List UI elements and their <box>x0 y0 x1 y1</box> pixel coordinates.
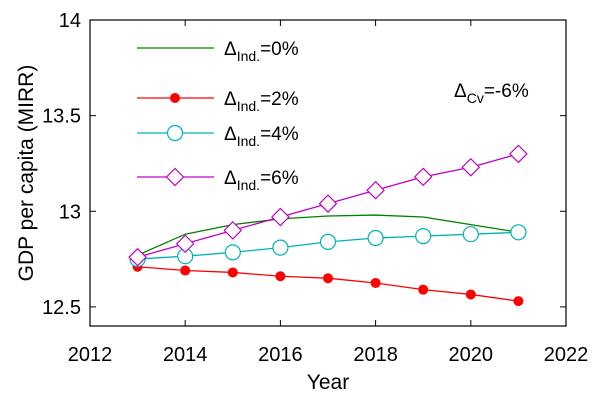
data-point <box>413 167 433 187</box>
data-point <box>418 284 429 295</box>
annotation-base: Δ <box>454 81 467 102</box>
data-point <box>318 194 338 213</box>
x-tick-labels: 2012 2014 2016 2018 2020 2022 <box>68 344 589 366</box>
data-point <box>224 244 241 261</box>
x-tick-label: 2014 <box>163 344 208 366</box>
data-point <box>513 296 524 307</box>
x-axis-title: Year <box>307 371 349 394</box>
data-point <box>170 93 180 103</box>
x-tick-label: 2018 <box>353 344 398 366</box>
data-point <box>128 247 147 267</box>
plot-frame <box>89 19 567 327</box>
data-point <box>510 224 527 241</box>
legend-entry: ΔInd.=0% <box>137 39 299 64</box>
legend-entry: ΔInd.=6% <box>137 167 299 193</box>
y-tick-label: 13 <box>59 201 81 223</box>
series-line <box>137 214 519 256</box>
data-point <box>323 273 333 284</box>
x-tick-label: 2016 <box>258 344 303 366</box>
data-point <box>166 124 184 142</box>
y-tick-label: 12.5 <box>42 297 81 319</box>
data-point <box>319 233 337 250</box>
data-point <box>272 239 289 256</box>
data-point <box>227 267 238 278</box>
data-point <box>175 234 195 254</box>
data-point <box>275 271 286 282</box>
data-point <box>180 265 191 276</box>
data-point <box>165 167 185 187</box>
series-1 <box>132 261 524 307</box>
annotation-rest: =-6% <box>484 81 529 102</box>
series-2 <box>129 224 527 268</box>
data-point <box>367 229 384 247</box>
legend-label: ΔInd.=4% <box>224 124 299 149</box>
y-tick-labels: 12.5 13 13.5 14 <box>42 10 81 319</box>
series-0 <box>137 214 519 256</box>
data-point <box>461 157 481 177</box>
data-point <box>462 226 479 243</box>
legend-entry: ΔInd.=2% <box>137 89 299 114</box>
series-layer <box>128 144 528 307</box>
x-tick-label: 2020 <box>449 344 494 366</box>
annotation-delta-cv: ΔCv=-6% <box>454 81 529 106</box>
legend-entry: ΔInd.=4% <box>137 124 299 149</box>
legend: ΔInd.=0% ΔInd.=2% ΔInd.=4% ΔInd.=6% <box>137 39 299 193</box>
legend-label: ΔInd.=0% <box>224 39 299 64</box>
y-axis-title: GDP per capita (MIRR) <box>15 65 38 282</box>
y-tick-label: 13.5 <box>42 106 81 128</box>
data-point <box>465 289 476 300</box>
x-tick-label: 2022 <box>544 344 589 366</box>
series-3 <box>128 144 528 267</box>
data-point <box>223 221 243 240</box>
annotation-sub: Cv <box>467 90 484 106</box>
x-tick-label: 2012 <box>68 344 113 366</box>
legend-label: ΔInd.=6% <box>224 168 299 193</box>
data-point <box>509 144 528 164</box>
y-tick-label: 14 <box>59 10 81 32</box>
data-point <box>271 207 290 227</box>
data-point <box>366 180 385 200</box>
data-point <box>370 277 381 288</box>
data-point <box>415 228 432 245</box>
legend-label: ΔInd.=2% <box>224 89 299 114</box>
